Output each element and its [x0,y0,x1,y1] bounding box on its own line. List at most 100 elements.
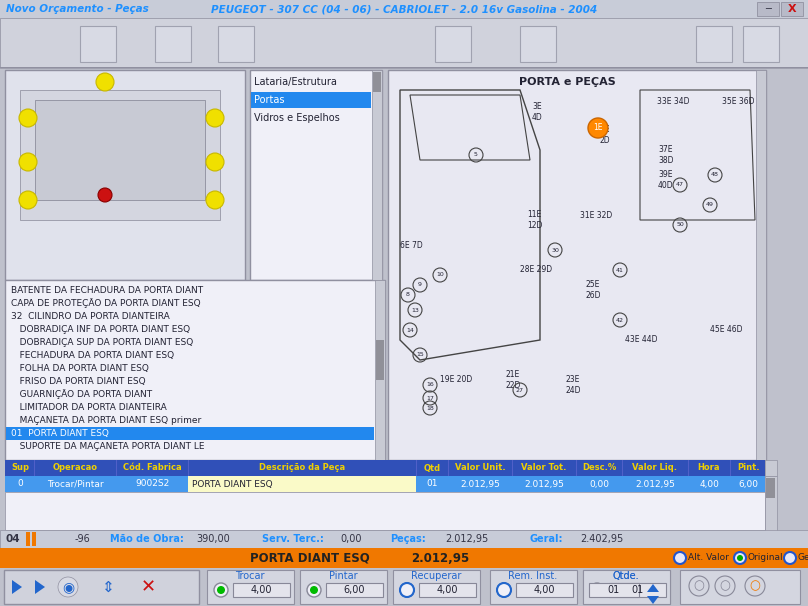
Text: 2.012,95: 2.012,95 [460,479,500,488]
Bar [516,583,573,597]
Text: 50: 50 [676,222,684,227]
Bar [583,570,670,604]
Circle shape [217,586,225,594]
Text: Geral:: Geral: [530,534,563,544]
Text: 1E
2D: 1E 2D [600,125,611,145]
Bar [326,583,383,597]
Circle shape [497,583,511,597]
Circle shape [58,577,78,597]
Circle shape [310,586,318,594]
Text: SUPORTE DA MAÇANETA PORTA DIANT LE: SUPORTE DA MAÇANETA PORTA DIANT LE [11,442,204,451]
Circle shape [588,118,608,138]
Bar [781,2,803,16]
Bar [419,583,476,597]
Text: Descrição da Peça: Descrição da Peça [259,464,345,473]
Text: ⇕: ⇕ [102,579,115,594]
Text: Mão de Obra:: Mão de Obra: [110,534,184,544]
Bar [696,26,732,62]
Text: 27: 27 [516,387,524,393]
Text: 11E
12D: 11E 12D [527,210,542,230]
Text: 14: 14 [406,327,414,333]
Text: Cód. Fabrica: Cód. Fabrica [123,464,181,473]
Text: 01: 01 [631,585,643,595]
Text: 23E
24D: 23E 24D [565,375,580,395]
Bar [372,70,382,280]
Text: 0,00: 0,00 [589,479,609,488]
Text: DOBRADIÇA SUP DA PORTA DIANT ESQ: DOBRADIÇA SUP DA PORTA DIANT ESQ [11,338,193,347]
Circle shape [497,583,511,597]
Circle shape [307,583,321,597]
Text: 2.012,95: 2.012,95 [445,534,488,544]
Bar [435,26,471,62]
Bar [609,583,666,597]
Bar [0,548,808,568]
Circle shape [98,188,112,202]
Text: Alt. Valor: Alt. Valor [688,553,729,562]
Text: Genérico: Genérico [798,553,808,562]
Bar [512,460,513,476]
Text: 8: 8 [406,293,410,298]
Text: Sup: Sup [11,464,29,473]
Text: 16: 16 [426,382,434,387]
Text: 45E 46D: 45E 46D [710,325,743,335]
Polygon shape [12,580,22,594]
Text: 21E
22D: 21E 22D [505,370,520,390]
Text: 30: 30 [551,247,559,253]
Bar [20,90,220,220]
Bar [5,70,245,280]
Text: ○: ○ [750,579,760,593]
Circle shape [734,552,746,564]
Text: 4,00: 4,00 [533,585,555,595]
Bar [207,570,294,604]
Text: Vidros e Espelhos: Vidros e Espelhos [254,113,339,123]
Circle shape [19,153,37,171]
Text: ✕: ✕ [141,578,156,596]
Circle shape [206,153,224,171]
Text: 41: 41 [616,267,624,273]
Text: 32  CILINDRO DA PORTA DIANTEIRA: 32 CILINDRO DA PORTA DIANTEIRA [11,312,170,321]
Text: 25E
26D: 25E 26D [585,281,600,300]
Circle shape [745,576,765,596]
Circle shape [96,73,114,91]
Text: GUARNIÇÃO DA PORTA DIANT: GUARNIÇÃO DA PORTA DIANT [11,390,152,399]
Text: Lataria/Estrutura: Lataria/Estrutura [254,77,337,87]
Bar [155,26,191,62]
Text: 4,00: 4,00 [699,479,719,488]
Circle shape [400,583,414,597]
Text: 01: 01 [427,479,438,488]
Bar [576,460,577,476]
Bar [376,340,384,380]
Text: PORTA DIANT ESQ: PORTA DIANT ESQ [192,479,272,488]
Bar [251,92,371,108]
Text: 04: 04 [6,534,21,544]
Bar [730,460,731,476]
Bar [766,478,775,498]
Bar [373,72,381,92]
Polygon shape [647,596,659,604]
Circle shape [214,583,228,597]
Text: Pint.: Pint. [737,464,760,473]
Text: PORTA DIANT ESQ: PORTA DIANT ESQ [250,551,370,565]
Circle shape [206,191,224,209]
Text: Trocar/Pintar: Trocar/Pintar [47,479,103,488]
Bar [35,100,205,200]
Polygon shape [647,584,659,592]
Text: Valor Unit.: Valor Unit. [455,464,505,473]
Text: 3E
4D: 3E 4D [532,102,543,122]
Text: 13: 13 [411,307,419,313]
Text: 35E 36D: 35E 36D [722,98,755,107]
Text: Qtde.: Qtde. [612,571,639,581]
Bar [583,570,670,604]
Text: ○: ○ [693,579,705,593]
Text: MAÇANETA DA PORTA DIANT ESQ primer: MAÇANETA DA PORTA DIANT ESQ primer [11,416,201,425]
Bar [188,460,189,476]
Text: 39E
40D: 39E 40D [658,170,674,190]
Circle shape [206,109,224,127]
Text: 01  PORTA DIANT ESQ: 01 PORTA DIANT ESQ [11,429,109,438]
Text: FOLHA DA PORTA DIANT ESQ: FOLHA DA PORTA DIANT ESQ [11,364,149,373]
Bar [622,460,623,476]
Bar [765,460,777,476]
Bar [4,570,199,604]
Bar [388,70,766,460]
Text: 2.012,95: 2.012,95 [411,551,469,565]
